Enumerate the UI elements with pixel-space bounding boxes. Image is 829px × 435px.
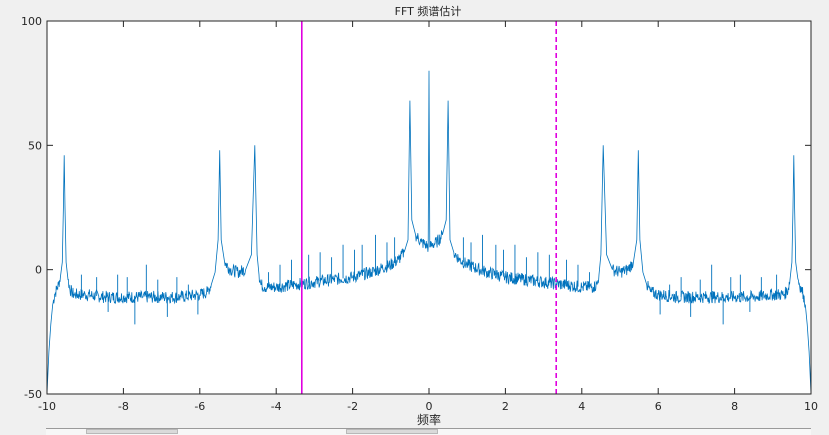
x-tick-label-8: 6 (655, 400, 662, 413)
y-tick-label-1: 0 (35, 264, 42, 277)
strip-segment-right (346, 429, 438, 434)
x-tick-label-9: 8 (731, 400, 738, 413)
x-tick-label-6: 2 (502, 400, 509, 413)
x-tick-label-2: -6 (194, 400, 205, 413)
x-axis-label: 频率 (417, 412, 441, 427)
marker-layer (300, 21, 558, 394)
chart-title: FFT 频谱估计 (395, 4, 462, 18)
x-tick-label-0: -10 (38, 400, 56, 413)
x-tick-label-3: -4 (271, 400, 282, 413)
y-tick-label-0: -50 (24, 388, 42, 401)
x-tick-label-10: 10 (804, 400, 818, 413)
y-tick-label-2: 50 (28, 139, 42, 152)
tick-layer: -10 -8 -6 -4 -2 0 2 4 6 8 10 -50 0 50 100 (21, 15, 818, 413)
x-tick-label-5: 0 (426, 400, 433, 413)
trace-layer (46, 70, 812, 395)
x-tick-label-1: -8 (118, 400, 129, 413)
y-tick-label-3: 100 (21, 15, 42, 28)
x-tick-label-4: -2 (347, 400, 358, 413)
series-line-0 (46, 70, 812, 395)
x-tick-label-7: 4 (578, 400, 585, 413)
strip-segment-left (86, 429, 178, 434)
